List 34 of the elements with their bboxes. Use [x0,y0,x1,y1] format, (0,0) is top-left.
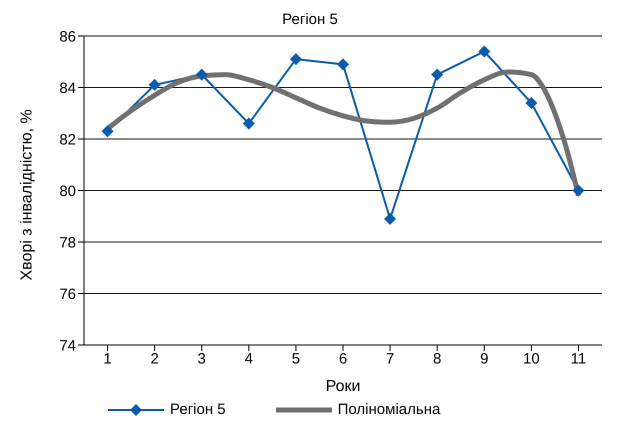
x-tick-label: 9 [480,350,488,368]
point [196,68,208,81]
point [572,184,584,196]
legend-label: Поліноміальна [338,401,440,418]
point [384,212,396,225]
point [102,125,114,138]
legend-label: Регіон 5 [170,401,226,418]
x-tick-label: 1 [103,350,112,368]
x-tick-label: 5 [292,350,300,368]
y-tick-label: 82 [59,131,76,148]
y-tick-label: 74 [59,337,76,354]
point [431,68,444,81]
y-tick-label: 86 [59,28,76,46]
y-axis-title: Хворі з інвалідністю, % [18,109,36,280]
x-tick-label: 7 [386,350,394,368]
y-tick-label: 78 [59,234,76,252]
x-tick-label: 11 [570,350,586,368]
chart-title: Регіон 5 [282,11,338,28]
x-tick-label: 8 [433,350,442,368]
point [148,78,161,91]
x-tick-label: 10 [523,350,540,368]
point [242,118,255,130]
point [290,53,302,66]
y-tick-label: 80 [59,182,76,200]
y-tick-label: 84 [59,80,76,97]
x-tick-label: 2 [150,350,159,368]
point [337,58,349,70]
x-tick-label: 6 [338,350,348,368]
point [525,96,538,109]
point [478,45,490,58]
x-axis-title: Роки [326,378,360,395]
y-tick-label: 76 [59,286,76,303]
x-tick-label: 3 [198,350,206,368]
x-tick-label: 4 [244,350,253,368]
